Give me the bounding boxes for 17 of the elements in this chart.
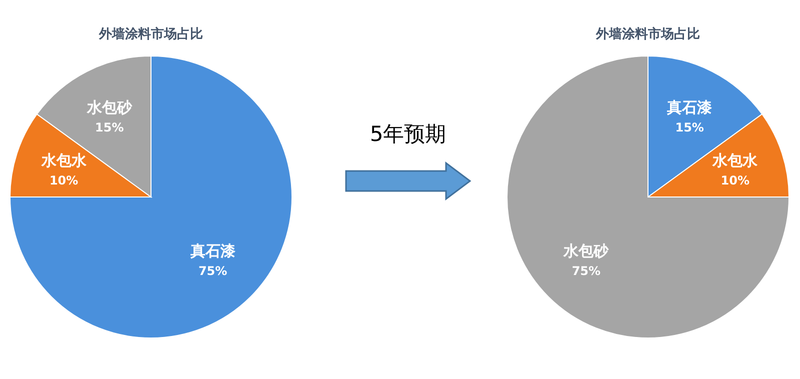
chart-title: 外墙涂料市场占比	[595, 26, 700, 42]
slice-label: 真石漆	[666, 98, 712, 116]
slice-label: 水包砂	[86, 98, 133, 116]
data-label: 75%	[572, 264, 601, 278]
data-label: 15%	[675, 120, 704, 134]
chart-title: 外墙涂料市场占比	[98, 26, 203, 42]
pie-slice	[506, 56, 790, 338]
slice-label: 真石漆	[189, 242, 236, 260]
text: 5年预期	[370, 122, 446, 146]
slice-label: 水包水	[712, 152, 759, 170]
slice-label: 水包水	[40, 152, 88, 170]
data-label: 75%	[198, 264, 228, 278]
data-label: 15%	[95, 120, 124, 134]
slice-label: 水包砂	[562, 242, 610, 260]
data-label: 10%	[720, 174, 750, 188]
data-label: 10%	[49, 174, 78, 188]
pie-slice	[10, 56, 292, 338]
